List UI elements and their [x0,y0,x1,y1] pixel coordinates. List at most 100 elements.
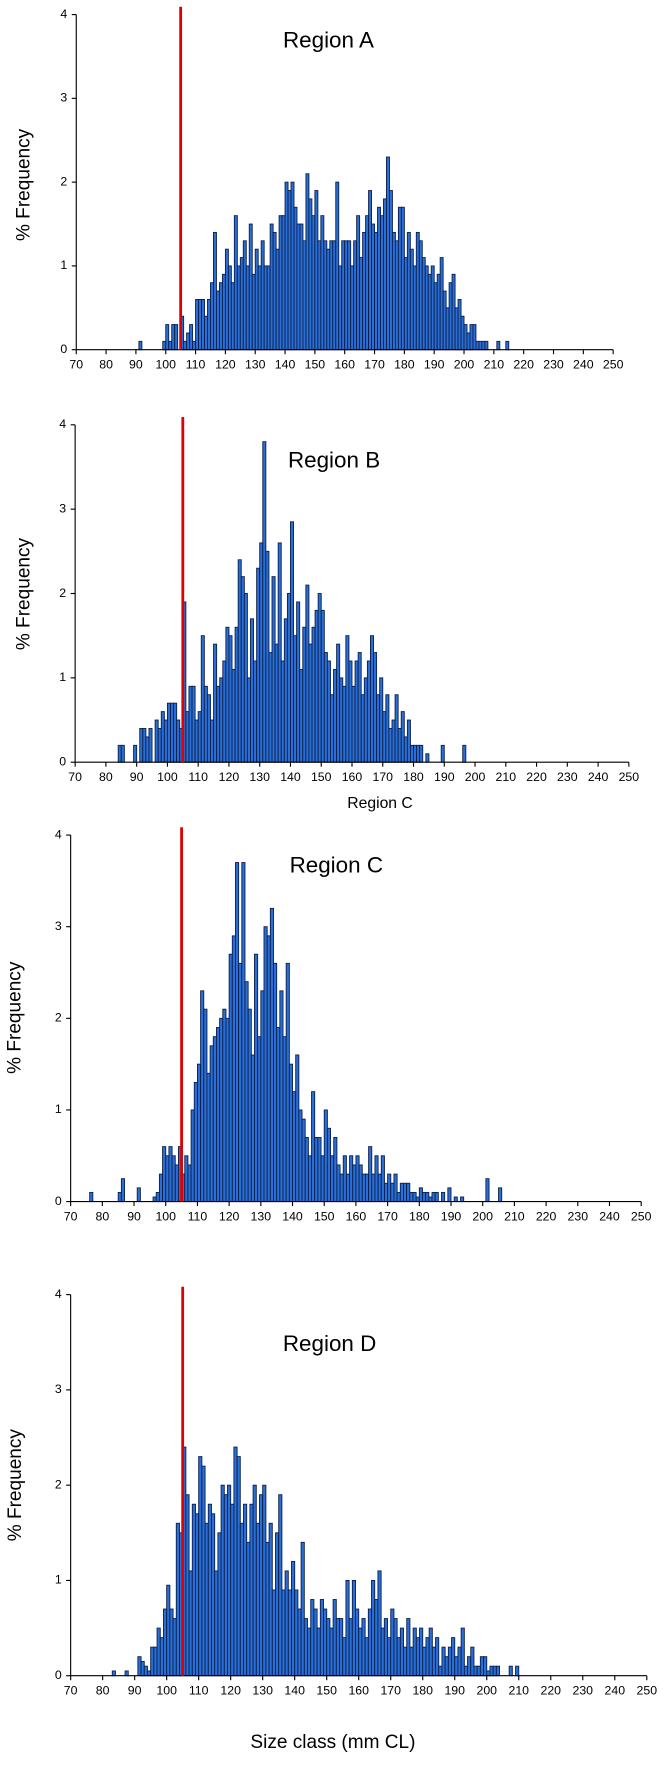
bar [124,1670,129,1677]
chart-title: Region A [283,27,374,52]
bar [148,728,153,763]
bar [453,1196,458,1203]
bar [361,1618,366,1677]
x-tick-label: 230 [557,770,578,784]
bar [326,1618,331,1677]
bar [197,711,202,763]
bar [231,668,236,763]
bar [276,1027,281,1203]
bar [160,711,165,763]
bar [371,1580,376,1677]
bar [428,1196,433,1203]
bar [266,935,271,1203]
bar [271,576,276,763]
bar [409,1191,414,1203]
bar [204,1522,209,1677]
x-tick-label: 250 [619,770,640,784]
bar [301,1118,306,1203]
bar [194,719,199,763]
bar [200,635,205,763]
bar [314,609,319,763]
bar [307,1155,312,1203]
bar [170,702,175,763]
bar [210,719,215,763]
bar [317,1136,322,1203]
bar [280,660,285,763]
bar [374,1599,379,1677]
bar [228,635,233,763]
bar [489,1665,494,1677]
x-tick-label: 130 [249,770,270,784]
bar [473,1665,478,1677]
bar [393,1173,398,1203]
bar [268,1522,273,1677]
histogram [111,1446,520,1677]
y-axis-label: % Frequency [5,1429,26,1542]
x-tick-label: 150 [316,1684,337,1698]
bar [268,652,273,763]
x-tick-label: 160 [342,770,363,784]
x-tick-label: 200 [465,770,486,784]
bar [412,1191,417,1203]
bar [281,1589,286,1677]
bar [412,1627,417,1677]
bar [399,1627,404,1677]
y-tick-label: 2 [55,1477,62,1491]
bar [274,643,279,763]
bar [174,1164,179,1203]
bar [505,340,510,351]
x-tick-label: 90 [127,1210,141,1224]
bar [313,1608,318,1677]
bar [349,1155,354,1203]
bar [89,1191,94,1203]
histogram [89,862,503,1203]
bar [357,652,362,763]
bar [342,1637,347,1677]
bar [326,660,331,763]
bar [422,1646,427,1677]
x-tick-label: 140 [280,770,301,784]
bar [188,1570,193,1677]
bar [396,1191,401,1203]
bar [279,990,284,1203]
y-axis-label: % Frequency [14,128,35,241]
bar [409,1646,414,1677]
bar [400,711,405,763]
x-tick-label: 70 [64,1210,78,1224]
bar [198,1456,203,1677]
bar [397,728,402,763]
bar [387,1173,392,1203]
bar [184,1155,189,1203]
bar [288,1063,293,1203]
x-tick-label: 120 [220,1684,241,1698]
x-tick-label: 190 [424,358,445,372]
bar [175,1522,180,1677]
bar [440,744,445,763]
x-tick-label: 210 [508,1684,529,1698]
bar [296,601,301,763]
x-tick-label: 210 [504,1210,525,1224]
bar [263,926,268,1203]
bar [265,1541,270,1677]
bar [370,635,374,763]
bar [216,1027,221,1203]
bar [176,719,181,763]
bar [425,1637,430,1677]
bar [298,1109,303,1203]
bar [233,1446,238,1677]
x-tick-label: 120 [215,358,236,372]
x-tick-label: 200 [476,1684,497,1698]
y-tick-label: 0 [55,1194,62,1208]
x-tick-label: 180 [394,358,415,372]
bar [377,1570,382,1677]
bar [454,1656,459,1677]
bar [447,1187,452,1203]
bar [133,744,138,763]
x-tick-label: 230 [568,1210,589,1224]
x-tick-label: 70 [64,1684,78,1698]
x-tick-label: 110 [188,1210,208,1224]
bar [311,626,316,763]
x-tick-label: 160 [346,1210,367,1224]
x-tick-label: 130 [252,1684,273,1698]
bar [323,652,328,763]
